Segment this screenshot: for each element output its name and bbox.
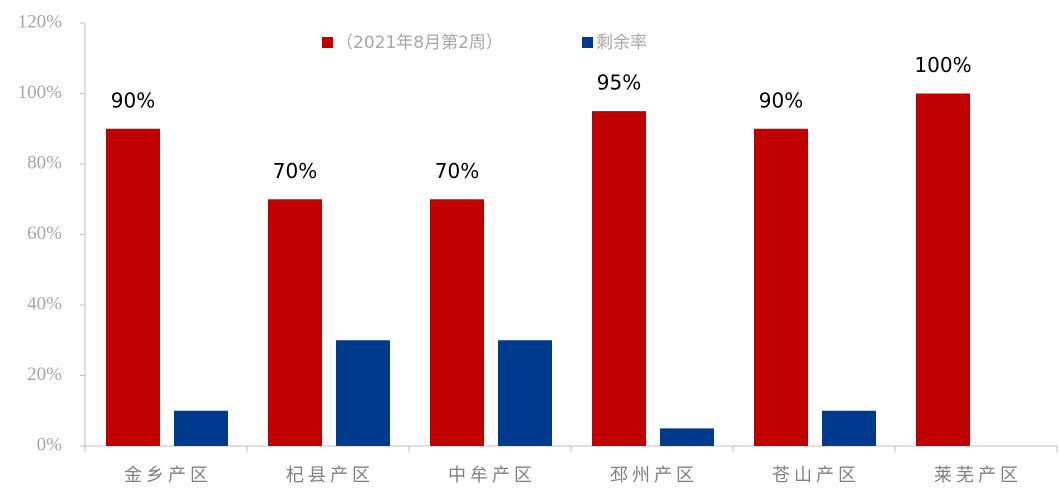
bar <box>592 111 646 446</box>
y-tick-label: 20% <box>27 364 62 385</box>
legend-label: （2021年8月第2周） <box>336 33 503 53</box>
y-tick-label: 100% <box>18 82 63 103</box>
data-label: 90% <box>111 88 155 112</box>
legend-swatch <box>322 37 333 48</box>
bar <box>754 128 808 446</box>
y-tick-label: 120% <box>18 11 63 32</box>
data-label: 100% <box>914 53 971 77</box>
bar <box>822 410 876 446</box>
legend-swatch <box>582 37 593 48</box>
data-label: 70% <box>273 159 317 183</box>
x-tick-label: 苍山产区 <box>772 465 860 486</box>
y-tick-label: 80% <box>27 152 62 173</box>
x-tick-label: 中牟产区 <box>448 465 536 486</box>
y-tick-label: 40% <box>27 293 62 314</box>
bar <box>336 340 390 446</box>
legend-label: 剩余率 <box>596 33 647 53</box>
x-tick-label: 金乡产区 <box>124 465 212 486</box>
data-label: 95% <box>597 71 641 95</box>
bar <box>174 410 228 446</box>
data-label: 90% <box>759 88 803 112</box>
data-label: 70% <box>435 159 479 183</box>
bar <box>660 428 714 446</box>
x-tick-label: 杞县产区 <box>286 465 374 486</box>
y-tick-label: 0% <box>37 434 63 455</box>
bar <box>106 128 160 446</box>
bar <box>268 199 322 446</box>
x-tick-label: 邳州产区 <box>610 465 698 486</box>
bar <box>916 93 970 446</box>
y-tick-label: 60% <box>27 223 62 244</box>
bar <box>430 199 484 446</box>
bar <box>498 340 552 446</box>
x-tick-label: 莱芜产区 <box>934 465 1022 486</box>
